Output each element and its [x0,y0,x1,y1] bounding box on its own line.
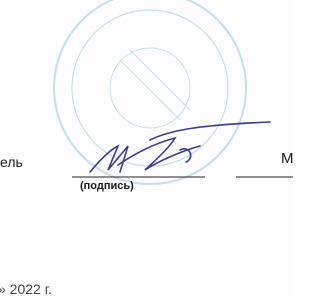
date-fragment: » 2022 г. [0,281,52,296]
stamp [54,0,246,184]
role-fragment: ель [0,154,23,170]
document-fragment: ель (подпись) М » 2022 г. [0,0,293,296]
decorations [0,0,293,296]
name-fragment: М [281,150,293,167]
signature-caption: (подпись) [80,180,134,192]
signature [90,122,270,172]
